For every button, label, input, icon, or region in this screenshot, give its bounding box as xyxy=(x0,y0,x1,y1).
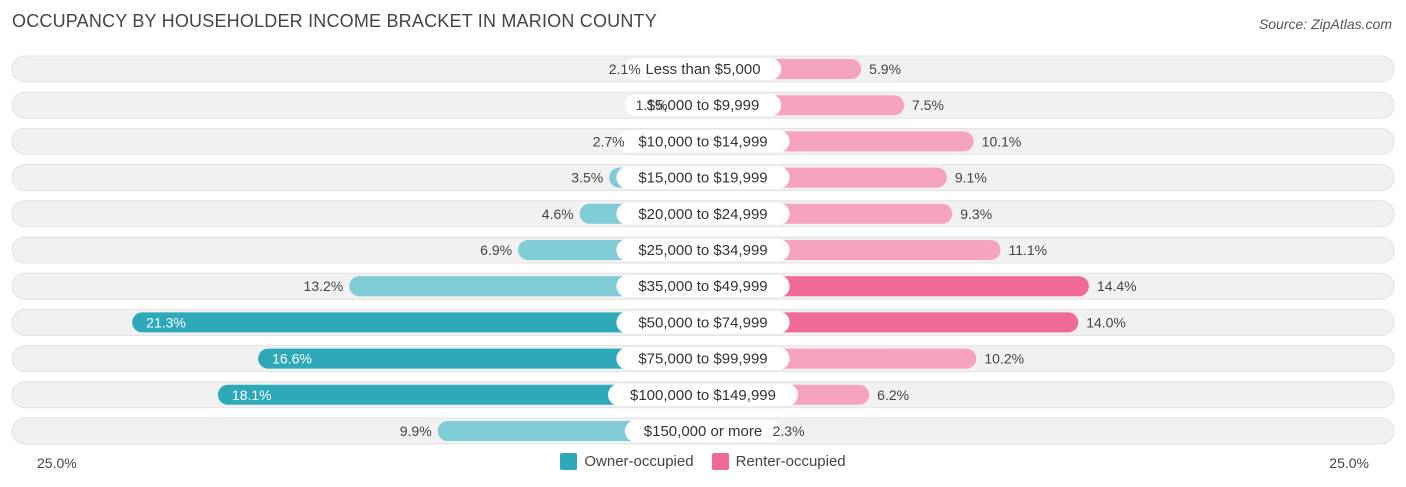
owner-value-label: 1.1% xyxy=(636,97,668,113)
owner-bar xyxy=(258,348,703,369)
renter-bar xyxy=(703,312,1079,333)
category-label-bg xyxy=(624,58,782,80)
category-label: $5,000 to $9,999 xyxy=(647,97,760,114)
owner-bar xyxy=(217,384,704,405)
category-label: $100,000 to $149,999 xyxy=(630,387,776,404)
renter-value-label: 14.4% xyxy=(1097,278,1137,294)
owner-bar xyxy=(349,276,703,297)
renter-value-label: 10.2% xyxy=(984,351,1024,367)
category-label: $35,000 to $49,999 xyxy=(638,278,767,295)
owner-value-label: 9.9% xyxy=(400,423,432,439)
owner-value-label: 18.1% xyxy=(232,387,272,403)
owner-value-label: 6.9% xyxy=(480,242,512,258)
category-label-bg xyxy=(624,420,782,442)
category-label: $10,000 to $14,999 xyxy=(638,133,767,150)
owner-value-label: 21.3% xyxy=(146,314,186,330)
category-label-bg xyxy=(616,166,790,189)
renter-value-label: 5.9% xyxy=(869,61,901,77)
owner-bar xyxy=(132,312,703,333)
renter-value-label: 9.3% xyxy=(960,206,992,222)
renter-value-label: 7.5% xyxy=(912,97,944,113)
category-label-bg xyxy=(616,275,790,298)
category-label-bg xyxy=(608,383,798,406)
category-label: $20,000 to $24,999 xyxy=(638,206,767,223)
category-label-bg xyxy=(616,202,790,225)
category-label: $75,000 to $99,999 xyxy=(638,351,767,368)
category-label-bg xyxy=(624,94,782,117)
legend: Owner-occupied Renter-occupied xyxy=(0,453,1406,470)
category-label: $150,000 or more xyxy=(644,423,762,440)
category-label-bg xyxy=(616,130,790,153)
legend-renter[interactable]: Renter-occupied xyxy=(711,453,846,470)
renter-value-label: 11.1% xyxy=(1008,242,1047,258)
renter-value-label: 14.0% xyxy=(1086,314,1126,330)
category-label: $50,000 to $74,999 xyxy=(638,314,767,331)
owner-value-label: 13.2% xyxy=(304,278,344,294)
category-label: $25,000 to $34,999 xyxy=(638,242,767,259)
category-label-bg xyxy=(616,311,790,334)
renter-value-label: 9.1% xyxy=(955,170,987,186)
renter-bar xyxy=(703,276,1089,297)
owner-value-label: 2.7% xyxy=(593,133,625,149)
renter-value-label: 2.3% xyxy=(773,423,805,439)
category-label: $15,000 to $19,999 xyxy=(638,170,767,187)
chart-title: OCCUPANCY BY HOUSEHOLDER INCOME BRACKET … xyxy=(12,11,657,31)
axis-left-label: 25.0% xyxy=(37,455,77,471)
owner-value-label: 3.5% xyxy=(571,170,603,186)
legend-owner-swatch xyxy=(560,453,578,470)
owner-value-label: 16.6% xyxy=(272,351,312,367)
legend-renter-label: Renter-occupied xyxy=(735,453,846,470)
category-label-bg xyxy=(616,347,790,370)
axis-right-label: 25.0% xyxy=(1329,455,1369,471)
owner-value-label: 4.6% xyxy=(542,206,574,222)
renter-value-label: 10.1% xyxy=(982,133,1022,149)
legend-owner-label: Owner-occupied xyxy=(584,453,694,470)
legend-owner[interactable]: Owner-occupied xyxy=(560,453,694,470)
category-label: Less than $5,000 xyxy=(645,61,760,78)
source-label: Source: ZipAtlas.com xyxy=(1258,16,1392,32)
category-label-bg xyxy=(616,239,790,261)
owner-value-label: 2.1% xyxy=(609,61,641,77)
renter-value-label: 6.2% xyxy=(877,387,909,403)
legend-renter-swatch xyxy=(711,453,729,470)
